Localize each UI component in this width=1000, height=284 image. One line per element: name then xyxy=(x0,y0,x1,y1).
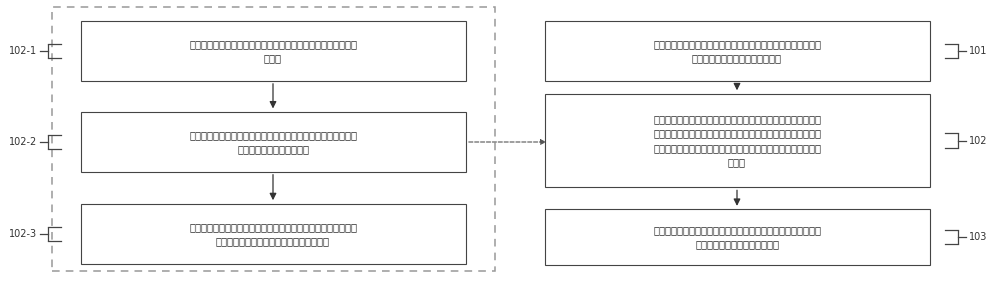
Text: 将待检测数据输入至预设的指数预测模型，获得目标发电商的指
数预测数据；其中，指数预测模型已学习得到基于检测时间和报
价数据，预测所述目标发电商的勒纳指数值和剩余: 将待检测数据输入至预设的指数预测模型，获得目标发电商的指 数预测数据；其中，指数… xyxy=(653,114,821,167)
Text: 103: 103 xyxy=(969,232,987,242)
Text: 101: 101 xyxy=(969,46,987,56)
Bar xyxy=(544,21,930,81)
Text: 102-3: 102-3 xyxy=(9,229,37,239)
Text: 将指数预测数据中的各指数值进行加权平均，以检测目标发电商
在检测时间下是否存在持留行为: 将指数预测数据中的各指数值进行加权平均，以检测目标发电商 在检测时间下是否存在持… xyxy=(653,225,821,249)
Bar xyxy=(544,209,930,265)
Text: 获取目标发电商的待检测数据；其中，待检测数据信息包括检测
时间和与检测时间对应的报价数据: 获取目标发电商的待检测数据；其中，待检测数据信息包括检测 时间和与检测时间对应的… xyxy=(653,39,821,63)
Text: 根据报价数据，获取与检测时间对应的市场出清价格和市场总负
荷需求: 根据报价数据，获取与检测时间对应的市场出清价格和市场总负 荷需求 xyxy=(189,39,357,63)
Text: 102-1: 102-1 xyxy=(9,46,37,56)
Bar xyxy=(81,112,466,172)
Text: 将检测时间和市场总负荷需求输入至剩余供应率指数预测子模型
，获得目标发电商的剩余供应率指数预测值: 将检测时间和市场总负荷需求输入至剩余供应率指数预测子模型 ，获得目标发电商的剩余… xyxy=(189,222,357,247)
Text: 将检测时间和市场出清价格输入至勒纳指数预测子模型，获得目
标发电商的勒纳指数预测值: 将检测时间和市场出清价格输入至勒纳指数预测子模型，获得目 标发电商的勒纳指数预测… xyxy=(189,130,357,154)
Bar xyxy=(81,21,466,81)
Bar xyxy=(81,204,466,264)
Text: 102: 102 xyxy=(969,135,988,146)
Bar xyxy=(52,7,495,271)
Bar xyxy=(544,94,930,187)
Text: 102-2: 102-2 xyxy=(9,137,37,147)
